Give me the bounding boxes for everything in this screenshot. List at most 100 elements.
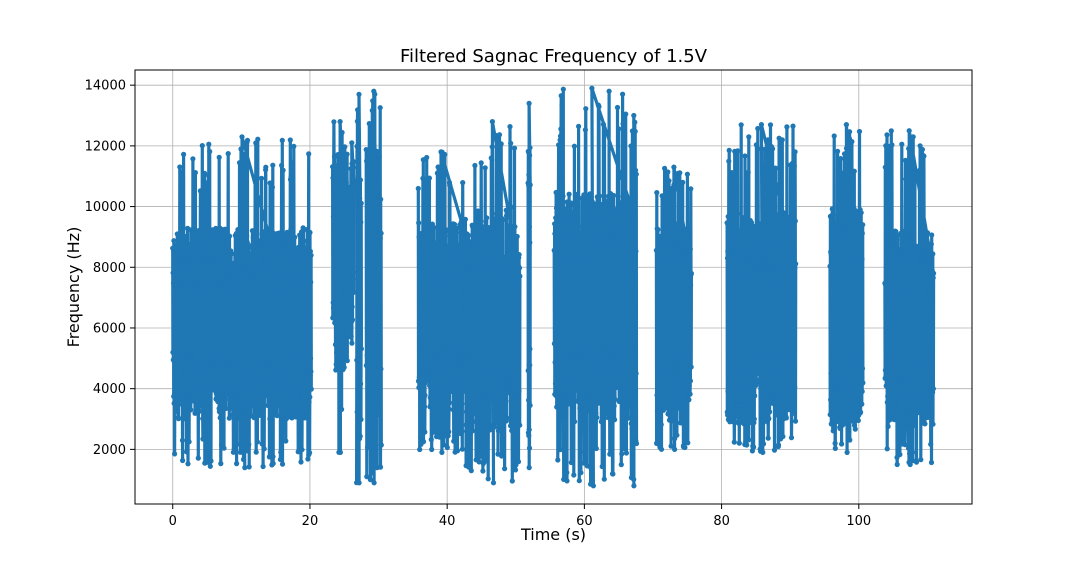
data-point bbox=[736, 352, 743, 358]
data-point bbox=[445, 260, 451, 266]
data-point bbox=[343, 345, 349, 351]
data-point bbox=[775, 348, 781, 354]
data-point bbox=[243, 152, 249, 159]
data-point bbox=[295, 366, 301, 372]
data-point bbox=[595, 360, 601, 366]
data-point bbox=[917, 267, 923, 273]
data-point bbox=[477, 275, 483, 281]
data-point bbox=[331, 313, 337, 319]
data-point bbox=[882, 367, 889, 373]
data-point bbox=[505, 369, 511, 376]
data-point bbox=[733, 369, 739, 375]
data-point bbox=[482, 165, 488, 171]
data-point bbox=[899, 141, 905, 147]
data-point bbox=[296, 247, 302, 253]
data-point bbox=[833, 224, 839, 231]
data-point bbox=[503, 418, 509, 424]
data-point bbox=[763, 364, 770, 371]
data-point bbox=[342, 144, 348, 150]
data-point bbox=[783, 415, 789, 421]
data-point bbox=[734, 211, 741, 217]
data-point bbox=[726, 244, 732, 250]
data-point bbox=[726, 147, 732, 153]
data-point bbox=[898, 415, 905, 421]
data-point bbox=[340, 211, 346, 217]
data-point bbox=[236, 160, 243, 166]
data-point bbox=[594, 218, 600, 224]
data-point bbox=[920, 238, 926, 244]
data-point bbox=[922, 360, 929, 367]
data-point bbox=[366, 374, 372, 381]
data-point bbox=[370, 98, 376, 104]
data-point bbox=[909, 415, 915, 421]
data-point bbox=[600, 401, 606, 407]
data-point bbox=[485, 476, 491, 482]
data-point bbox=[749, 358, 755, 364]
data-point bbox=[843, 234, 849, 240]
data-point bbox=[855, 397, 861, 403]
data-point bbox=[851, 168, 857, 174]
data-point bbox=[580, 400, 586, 407]
data-point bbox=[507, 124, 513, 130]
data-point bbox=[416, 220, 422, 226]
data-point bbox=[498, 245, 504, 251]
data-point bbox=[733, 258, 739, 264]
data-point bbox=[839, 204, 846, 210]
data-point bbox=[492, 250, 498, 256]
data-point bbox=[681, 376, 687, 382]
data-point bbox=[488, 272, 494, 278]
data-point bbox=[335, 195, 341, 201]
data-point bbox=[784, 124, 790, 130]
data-point bbox=[226, 415, 232, 421]
data-point bbox=[606, 415, 612, 421]
data-point bbox=[199, 368, 205, 374]
data-point bbox=[774, 253, 780, 259]
data-point bbox=[601, 129, 608, 135]
data-point bbox=[194, 240, 201, 246]
data-point bbox=[463, 422, 469, 428]
data-point bbox=[514, 356, 520, 363]
data-point bbox=[443, 227, 449, 233]
data-point bbox=[276, 278, 282, 284]
data-point bbox=[516, 265, 523, 271]
data-point bbox=[674, 251, 680, 258]
data-point bbox=[761, 215, 767, 221]
data-point bbox=[356, 231, 362, 237]
data-point bbox=[588, 466, 595, 472]
data-point bbox=[589, 85, 595, 91]
data-point bbox=[784, 379, 790, 386]
data-point bbox=[576, 398, 582, 404]
data-point bbox=[778, 372, 785, 378]
data-segment bbox=[170, 134, 314, 471]
data-point bbox=[843, 412, 849, 418]
data-point bbox=[558, 93, 564, 99]
data-point bbox=[445, 433, 451, 439]
data-point bbox=[235, 252, 241, 258]
data-point bbox=[491, 266, 497, 272]
data-point bbox=[507, 423, 514, 429]
y-tick-label: 12000 bbox=[85, 139, 126, 154]
data-point bbox=[679, 222, 685, 228]
data-point bbox=[341, 364, 347, 370]
data-point bbox=[216, 154, 222, 160]
data-point bbox=[683, 253, 689, 260]
data-point bbox=[505, 274, 511, 280]
data-point bbox=[602, 371, 609, 377]
data-point bbox=[736, 417, 742, 423]
data-point bbox=[302, 415, 308, 421]
data-point bbox=[470, 244, 476, 250]
data-point bbox=[884, 232, 891, 238]
data-point bbox=[278, 381, 284, 387]
data-point bbox=[332, 162, 338, 168]
data-point bbox=[782, 402, 788, 408]
data-point bbox=[576, 478, 582, 484]
data-point bbox=[610, 471, 616, 477]
data-point bbox=[355, 182, 361, 188]
data-point bbox=[223, 405, 229, 412]
data-point bbox=[222, 285, 228, 291]
data-point bbox=[858, 357, 865, 363]
data-point bbox=[201, 268, 207, 274]
data-point bbox=[289, 392, 295, 398]
data-point bbox=[299, 411, 305, 417]
data-point bbox=[674, 432, 680, 438]
